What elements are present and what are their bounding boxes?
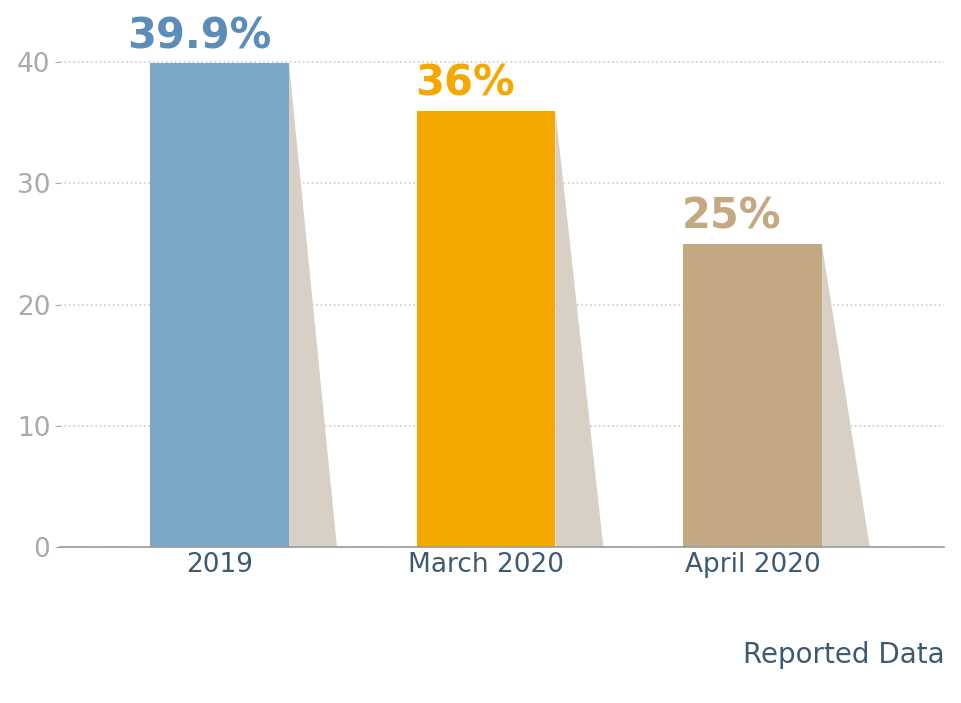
Bar [683, 244, 822, 547]
Polygon shape [555, 111, 604, 547]
Text: Reported Data: Reported Data [743, 640, 945, 669]
Text: 36%: 36% [415, 63, 515, 105]
Text: 39.9%: 39.9% [127, 15, 271, 58]
Text: 25%: 25% [682, 196, 781, 238]
Bar [417, 111, 555, 547]
Polygon shape [822, 244, 870, 547]
Bar [151, 63, 289, 547]
Polygon shape [289, 63, 337, 547]
